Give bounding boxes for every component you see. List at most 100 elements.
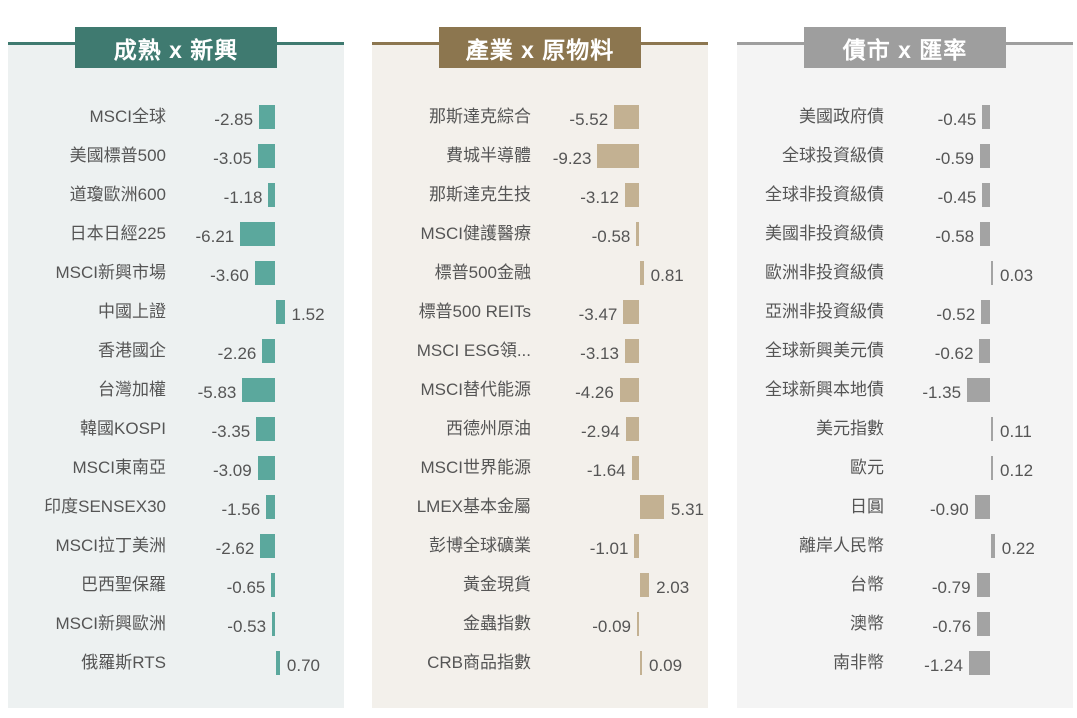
bar (637, 612, 639, 636)
value-label: -1.24 (924, 656, 963, 675)
bar (276, 300, 285, 324)
bar-row: 台幣 -0.79 (737, 573, 1073, 597)
bar-row: MSCI替代能源 -4.26 (372, 378, 708, 402)
bar-row: MSCI新興市場 -3.60 (8, 261, 344, 285)
bar (240, 222, 275, 246)
value-label: 5.31 (670, 500, 704, 519)
category-label: 美國非投資級債 (765, 224, 884, 243)
bar (242, 378, 275, 402)
bar (640, 261, 644, 285)
value-label: -0.79 (931, 578, 971, 597)
value-label: 1.52 (291, 305, 325, 324)
bar-row: 歐元 0.12 (737, 456, 1073, 480)
value-label: 0.70 (286, 656, 320, 675)
value-label: -2.26 (217, 344, 257, 363)
category-label: MSCI世界能源 (420, 458, 532, 477)
category-label: MSCI替代能源 (420, 380, 532, 399)
category-label: 美國政府債 (799, 107, 884, 126)
value-label: -0.52 (936, 305, 976, 324)
bar (974, 495, 990, 519)
category-label: 道瓊歐洲600 (69, 185, 166, 204)
category-label: MSCI全球 (89, 107, 167, 126)
bar-row: 費城半導體 -9.23 (372, 144, 708, 168)
bar (977, 612, 990, 636)
bar (979, 144, 990, 168)
panel-bonds-fx: 債市 x 匯率 美國政府債 -0.45 全球投資級債 -0.59 全球非投資級債 -0.45… (737, 27, 1073, 708)
bar-row: 那斯達克生技 -3.12 (372, 183, 708, 207)
value-label: -0.58 (591, 227, 631, 246)
value-label: -1.01 (589, 539, 629, 558)
bar-row: 南非幣 -1.24 (737, 651, 1073, 675)
category-label: 台灣加權 (98, 380, 166, 399)
bar (266, 495, 275, 519)
bar-row: 印度SENSEX30 -1.56 (8, 495, 344, 519)
bar (624, 339, 639, 363)
value-label: -0.09 (592, 617, 631, 636)
value-label: -6.21 (195, 227, 235, 246)
category-label: 澳幣 (850, 614, 884, 633)
bar-row: MSCI拉丁美洲 -2.62 (8, 534, 344, 558)
value-label: -1.18 (223, 188, 263, 207)
category-label: LMEX基本金屬 (416, 497, 531, 516)
category-label: MSCI ESG領... (416, 341, 531, 360)
category-label: 亞洲非投資級債 (765, 302, 884, 321)
bar-row: LMEX基本金屬 5.31 (372, 495, 708, 519)
value-label: -2.85 (214, 110, 254, 129)
value-label: -4.26 (575, 383, 614, 402)
category-label: 歐元 (850, 458, 884, 477)
value-label: -2.62 (215, 539, 255, 558)
bar-row: 全球非投資級債 -0.45 (737, 183, 1073, 207)
value-label: -3.09 (212, 461, 252, 480)
bar (268, 183, 275, 207)
bar (968, 651, 990, 675)
bar-row: 日圓 -0.90 (737, 495, 1073, 519)
bar-row: 全球新興本地債 -1.35 (737, 378, 1073, 402)
value-label: 0.12 (1000, 461, 1034, 480)
bar (991, 456, 994, 480)
category-label: 印度SENSEX30 (44, 497, 166, 516)
bar (991, 261, 993, 285)
bar-row: 那斯達克綜合 -5.52 (372, 105, 708, 129)
category-label: 費城半導體 (446, 146, 531, 165)
bar-row: 西德州原油 -2.94 (372, 417, 708, 441)
bar (982, 183, 990, 207)
bar (259, 105, 275, 129)
bar (979, 339, 990, 363)
category-label: 標普500 REITs (418, 302, 531, 321)
value-label: -5.83 (197, 383, 237, 402)
bar (597, 144, 639, 168)
bar (991, 534, 995, 558)
panel-title: 產業 x 原物料 (439, 27, 641, 68)
category-label: 日圓 (850, 497, 884, 516)
bar-row: 俄羅斯RTS 0.70 (8, 651, 344, 675)
bar-row: 黃金現貨 2.03 (372, 573, 708, 597)
category-label: MSCI拉丁美洲 (55, 536, 167, 555)
category-label: MSCI東南亞 (72, 458, 167, 477)
bar (619, 378, 639, 402)
bar (623, 300, 639, 324)
value-label: -0.76 (932, 617, 972, 636)
value-label: 0.22 (1001, 539, 1035, 558)
value-label: -0.58 (935, 227, 975, 246)
bar-row: 美國非投資級債 -0.58 (737, 222, 1073, 246)
bar (624, 183, 639, 207)
panel-industry-commodities: 產業 x 原物料那斯達克綜合 -5.52 費城半導體 -9.23 那斯達克生技 -3.12… (372, 27, 708, 708)
category-label: 金蟲指數 (463, 614, 531, 633)
bar-row: MSCI東南亞 -3.09 (8, 456, 344, 480)
bar-row: 金蟲指數 -0.09 (372, 612, 708, 636)
value-label: 0.03 (1000, 266, 1034, 285)
value-label: -0.59 (935, 149, 974, 168)
bar-row: 亞洲非投資級債 -0.52 (737, 300, 1073, 324)
value-label: -0.45 (937, 188, 977, 207)
bar-row: 韓國KOSPI -3.35 (8, 417, 344, 441)
bar (976, 573, 990, 597)
bar-row: 全球投資級債 -0.59 (737, 144, 1073, 168)
value-label: -3.35 (211, 422, 251, 441)
category-label: 全球非投資級債 (765, 185, 884, 204)
bar-row: 美元指數 0.11 (737, 417, 1073, 441)
bar (260, 534, 275, 558)
bar-row: 日本日經225 -6.21 (8, 222, 344, 246)
value-label: -3.12 (580, 188, 619, 207)
bar-row: MSCI健護醫療 -0.58 (372, 222, 708, 246)
category-label: MSCI新興歐洲 (55, 614, 167, 633)
